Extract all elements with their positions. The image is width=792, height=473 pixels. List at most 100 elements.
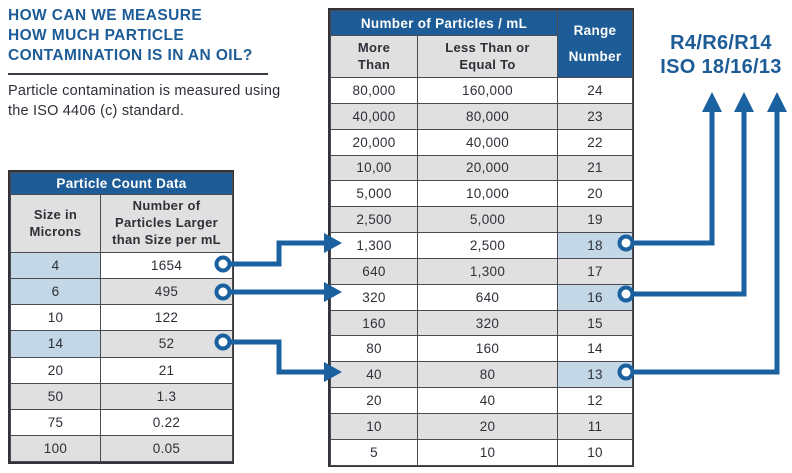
table-row: 20 40 12 (330, 387, 633, 414)
table-row: 4 1654 (10, 251, 234, 280)
column-header-size: Size in Microns (10, 194, 101, 253)
more-than-cell: 10 (330, 412, 418, 440)
iso-code-annotation: R4/R6/R14 ISO 18/16/13 (650, 32, 792, 79)
particle-count-table: Particle Count Data Size in Microns Numb… (8, 170, 234, 464)
table-row: 50 1.3 (10, 382, 234, 410)
table-row: 10 20 11 (330, 412, 633, 440)
more-than-cell: 20 (330, 387, 418, 414)
count-cell: 52 (99, 330, 234, 358)
range-cell: 10 (557, 438, 633, 466)
size-cell: 20 (10, 356, 101, 384)
less-equal-cell: 80,000 (417, 102, 558, 130)
table-row: 640 1,300 17 (330, 257, 633, 285)
divider-rule (8, 73, 268, 76)
table-row: 100 0.05 (10, 434, 234, 463)
size-cell: 14 (10, 330, 101, 358)
column-header-more-than: More Than (330, 35, 418, 78)
particle-count-table-title: Particle Count Data (9, 172, 234, 195)
more-than-cell: 320 (330, 283, 418, 311)
table-row: 75 0.22 (10, 408, 234, 436)
range-cell: 18 (557, 232, 633, 259)
count-cell: 495 (99, 278, 234, 306)
range-cell: 11 (557, 412, 633, 440)
less-equal-cell: 80 (417, 361, 558, 389)
more-than-cell: 2,500 (330, 206, 418, 234)
count-cell: 0.05 (99, 434, 234, 463)
count-cell: 1.3 (99, 382, 234, 410)
range-cell: 12 (557, 387, 633, 414)
range-cell: 22 (557, 128, 633, 156)
more-than-cell: 160 (330, 309, 418, 337)
range-cell: 14 (557, 335, 633, 363)
arrowhead-up-r4 (702, 92, 722, 112)
table-row: 10,00 20,000 21 (330, 154, 633, 182)
size-cell: 6 (10, 278, 101, 306)
more-than-cell: 1,300 (330, 232, 418, 259)
less-equal-cell: 20 (417, 412, 558, 440)
more-than-cell: 20,000 (330, 128, 418, 156)
count-cell: 1654 (99, 251, 234, 280)
less-equal-cell: 1,300 (417, 257, 558, 285)
more-than-cell: 5,000 (330, 180, 418, 208)
more-than-cell: 10,00 (330, 154, 418, 182)
range-cell: 13 (557, 361, 633, 389)
size-cell: 10 (10, 304, 101, 332)
table-row: 80 160 14 (330, 335, 633, 363)
table-row: 5 10 10 (330, 438, 633, 466)
size-cell: 4 (10, 251, 101, 280)
range-cell: 15 (557, 309, 633, 337)
table-row: 320 640 16 (330, 283, 633, 311)
connector-line-13-to-arrow (630, 110, 780, 375)
table-row: 40,000 80,000 23 (330, 102, 633, 130)
connector-line-16-to-arrow (630, 110, 747, 297)
size-cell: 100 (10, 434, 101, 463)
page-title-line3: CONTAMINATION IS IN AN OIL? (8, 46, 253, 64)
less-equal-cell: 5,000 (417, 206, 558, 234)
less-equal-cell: 40,000 (417, 128, 558, 156)
table-row: 40 80 13 (330, 361, 633, 389)
range-cell: 19 (557, 206, 633, 234)
connector-line-18-to-arrow (630, 110, 715, 246)
more-than-cell: 40 (330, 361, 418, 389)
column-header-count: Number of Particles Larger than Size per… (99, 194, 234, 253)
range-cell: 24 (557, 77, 633, 104)
intro-block: HOW CAN WE MEASURE HOW MUCH PARTICLE CON… (8, 6, 308, 121)
table-row: 10 122 (10, 304, 234, 332)
table-row: 160 320 15 (330, 309, 633, 337)
count-cell: 122 (99, 304, 234, 332)
more-than-cell: 80,000 (330, 77, 418, 104)
range-cell: 23 (557, 102, 633, 130)
more-than-cell: 5 (330, 438, 418, 466)
count-cell: 0.22 (99, 408, 234, 436)
table-row: 20,000 40,000 22 (330, 128, 633, 156)
connector-line-4-to-18 (227, 240, 324, 267)
less-equal-cell: 2,500 (417, 232, 558, 259)
less-equal-cell: 640 (417, 283, 558, 311)
page-title-line1: HOW CAN WE MEASURE (8, 7, 203, 24)
intro-description: Particle contamination is measured using… (8, 83, 281, 119)
count-cell: 21 (99, 356, 234, 384)
connector-line-14-to-13 (227, 339, 324, 375)
range-number-header: Range Number (557, 10, 633, 78)
more-than-cell: 640 (330, 257, 418, 285)
less-equal-cell: 160 (417, 335, 558, 363)
table-row: 5,000 10,000 20 (330, 180, 633, 208)
page-title-line2: HOW MUCH PARTICLE (8, 26, 185, 44)
less-equal-cell: 20,000 (417, 154, 558, 182)
iso-code-line2: ISO 18/16/13 (660, 55, 782, 78)
range-cell: 20 (557, 180, 633, 208)
table-row: 6 495 (10, 278, 234, 306)
less-equal-cell: 40 (417, 387, 558, 414)
less-equal-cell: 10 (417, 438, 558, 466)
more-than-cell: 40,000 (330, 102, 418, 130)
less-equal-cell: 10,000 (417, 180, 558, 208)
size-cell: 75 (10, 408, 101, 436)
table-row: 2,500 5,000 19 (330, 206, 633, 234)
iso-code-line1: R4/R6/R14 (670, 32, 772, 54)
table-row: 1,300 2,500 18 (330, 232, 633, 259)
range-table-title: Number of Particles / mL (330, 10, 558, 36)
table-row: 80,000 160,000 24 (330, 77, 633, 104)
column-header-less-equal: Less Than or Equal To (417, 35, 558, 78)
more-than-cell: 80 (330, 335, 418, 363)
range-cell: 16 (557, 283, 633, 311)
